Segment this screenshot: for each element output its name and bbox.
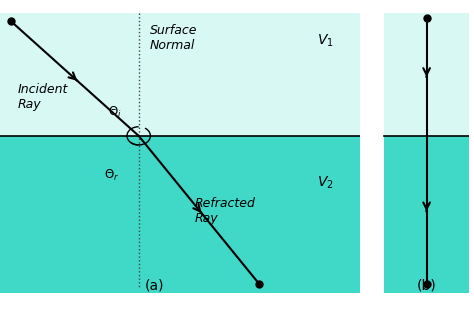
Text: (b): (b) (417, 279, 437, 293)
Text: Surface
Normal: Surface Normal (149, 24, 197, 52)
Bar (384, 13, 469, 136)
Text: $\Theta_i$: $\Theta_i$ (108, 105, 122, 120)
Text: $\Theta_r$: $\Theta_r$ (104, 168, 119, 183)
Bar (0, 136, 360, 293)
Text: Incident
Ray: Incident Ray (18, 83, 68, 111)
Text: $V_1$: $V_1$ (317, 32, 334, 49)
Bar (0, 13, 360, 136)
Bar (384, 136, 469, 293)
Text: (a): (a) (145, 279, 164, 293)
Text: Refracted
Ray: Refracted Ray (194, 197, 255, 225)
Text: $V_2$: $V_2$ (317, 175, 334, 191)
